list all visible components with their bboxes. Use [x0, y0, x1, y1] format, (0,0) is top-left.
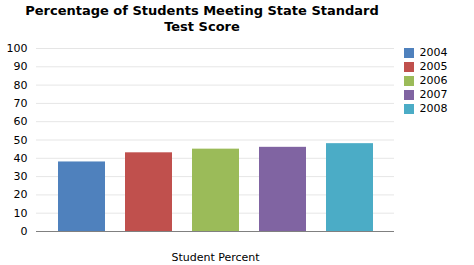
svg-text:50: 50	[14, 134, 28, 147]
svg-text:70: 70	[14, 97, 28, 110]
svg-text:Student Percent: Student Percent	[171, 251, 260, 264]
svg-text:40: 40	[14, 152, 28, 165]
html-text:2004: 2004	[419, 46, 448, 59]
svg-text:100: 100	[7, 42, 28, 55]
html-text:2008: 2008	[419, 102, 448, 115]
svg-text:80: 80	[14, 79, 28, 92]
svg-text:20: 20	[14, 188, 28, 201]
svg-text:90: 90	[14, 60, 28, 73]
html-text:Percentage of Students Meeting: Percentage of Students Meeting State Sta…	[25, 3, 379, 34]
svg-text:60: 60	[14, 115, 28, 128]
html-text:2006: 2006	[419, 74, 448, 87]
html-text:2007: 2007	[419, 88, 448, 101]
svg-text:10: 10	[14, 207, 28, 220]
html-text:2005: 2005	[419, 60, 448, 73]
svg-text:0: 0	[21, 225, 28, 238]
svg-text:30: 30	[14, 170, 28, 183]
